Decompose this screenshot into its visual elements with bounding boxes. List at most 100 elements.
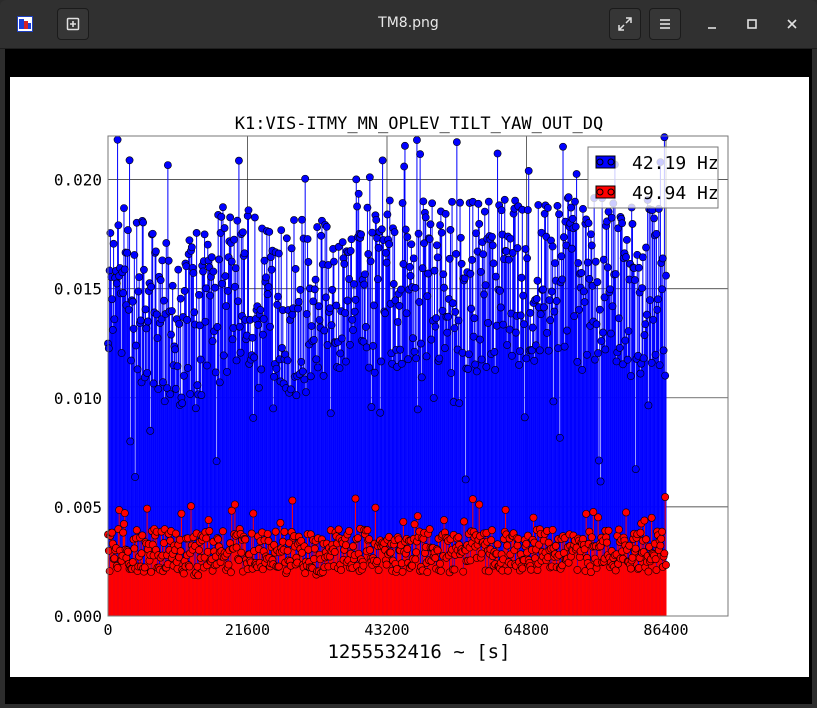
marker-1 (259, 315, 268, 323)
marker-2 (587, 568, 595, 576)
marker-1 (322, 222, 331, 231)
marker-1 (406, 271, 415, 280)
marker-1 (135, 273, 144, 282)
marker-1 (350, 307, 359, 316)
marker-1 (258, 330, 267, 339)
marker-1 (190, 308, 199, 317)
marker-2 (175, 535, 184, 544)
marker-2 (433, 546, 442, 555)
marker-1 (260, 256, 269, 265)
marker-1 (630, 276, 639, 284)
marker-1 (447, 369, 456, 377)
marker-1 (223, 286, 232, 295)
marker-1 (189, 269, 198, 277)
maximize-icon (747, 19, 757, 29)
marker-2 (147, 568, 156, 576)
marker-2 (179, 569, 188, 578)
marker-2 (533, 566, 542, 574)
close-button[interactable] (782, 14, 802, 34)
marker-1 (396, 345, 405, 354)
marker-1 (425, 235, 434, 243)
marker-1 (223, 367, 231, 376)
marker-1 (338, 238, 347, 247)
marker-1 (546, 316, 555, 325)
marker-1 (611, 270, 620, 278)
marker-1 (146, 426, 155, 435)
marker-1 (376, 408, 385, 417)
marker-1 (257, 365, 266, 374)
marker-1 (310, 285, 319, 294)
marker-1 (417, 339, 425, 348)
marker-1 (461, 475, 470, 484)
marker-1 (468, 256, 476, 264)
marker-2 (412, 548, 421, 557)
marker-1 (481, 281, 490, 290)
marker-2 (119, 528, 128, 537)
marker-1 (337, 334, 346, 343)
marker-1 (187, 243, 196, 252)
marker-1 (167, 330, 175, 339)
marker-1 (230, 235, 239, 244)
marker-2 (656, 541, 665, 550)
marker-2 (359, 561, 368, 570)
marker-2 (345, 527, 353, 535)
marker-2 (611, 566, 620, 575)
marker-1 (218, 279, 227, 288)
marker-1 (456, 233, 465, 242)
marker-2 (475, 500, 484, 509)
marker-1 (274, 249, 283, 258)
marker-1 (622, 253, 630, 261)
marker-1 (360, 280, 369, 289)
marker-1 (409, 254, 418, 263)
fullscreen-button[interactable] (609, 8, 641, 40)
marker-2 (518, 564, 527, 573)
marker-1 (480, 290, 488, 299)
marker-1 (400, 162, 409, 171)
marker-1 (168, 281, 177, 290)
marker-1 (106, 229, 115, 237)
marker-1 (176, 294, 185, 303)
marker-2 (647, 513, 656, 522)
maximize-button[interactable] (742, 14, 762, 34)
marker-1 (577, 268, 586, 277)
marker-1 (343, 296, 352, 305)
marker-2 (124, 547, 132, 556)
marker-1 (377, 225, 386, 234)
legend-label-series2: 49.94 Hz (632, 183, 719, 204)
marker-1 (144, 317, 152, 326)
marker-1 (429, 394, 438, 402)
marker-1 (302, 388, 310, 397)
marker-1 (647, 358, 656, 367)
new-tab-button[interactable] (57, 8, 89, 40)
marker-1 (534, 201, 543, 209)
marker-1 (559, 142, 567, 151)
marker-1 (369, 301, 378, 310)
marker-1 (583, 350, 591, 359)
marker-2 (351, 494, 360, 503)
marker-2 (503, 541, 512, 550)
marker-2 (193, 562, 202, 571)
menu-button[interactable] (649, 8, 681, 40)
marker-1 (548, 242, 557, 251)
marker-1 (211, 283, 219, 292)
minimize-button[interactable] (702, 14, 722, 34)
marker-1 (574, 259, 583, 267)
marker-2 (436, 559, 444, 568)
marker-1 (133, 365, 142, 374)
marker-1 (173, 362, 182, 371)
marker-1 (294, 304, 302, 313)
marker-1 (315, 316, 324, 324)
marker-1 (477, 355, 486, 364)
marker-1 (278, 344, 286, 352)
marker-1 (479, 250, 488, 259)
marker-1 (606, 285, 615, 294)
marker-1 (139, 218, 148, 227)
marker-1 (240, 249, 249, 258)
marker-1 (522, 354, 531, 363)
marker-1 (435, 354, 444, 363)
marker-2 (622, 508, 630, 517)
marker-2 (615, 525, 623, 534)
marker-1 (640, 331, 649, 339)
marker-1 (326, 409, 335, 418)
marker-2 (408, 561, 417, 570)
